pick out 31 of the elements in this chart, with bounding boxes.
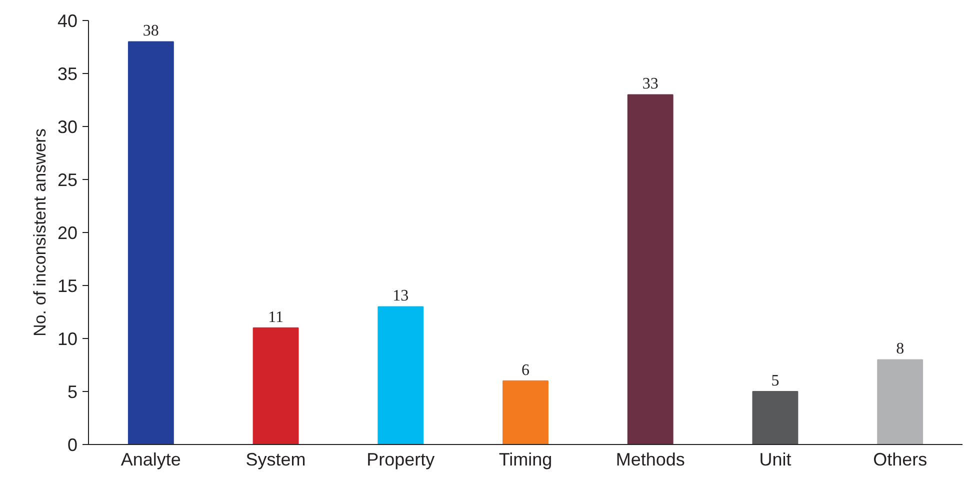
y-tick-label: 35 xyxy=(57,64,78,84)
y-tick-label: 10 xyxy=(57,329,78,349)
y-tick-label: 0 xyxy=(67,435,78,455)
data-label: 38 xyxy=(142,22,159,40)
data-label: 33 xyxy=(642,76,658,93)
y-tick-label: 15 xyxy=(57,276,78,296)
data-label: 8 xyxy=(896,340,904,358)
y-axis-title: No. of inconsistent answers xyxy=(30,128,50,336)
x-tick-label: Methods xyxy=(616,450,685,470)
y-tick-label: 30 xyxy=(57,117,78,137)
bar xyxy=(627,94,674,444)
y-tick-label: 25 xyxy=(57,170,78,190)
bar xyxy=(752,391,798,444)
y-tick-label: 5 xyxy=(67,382,78,402)
x-tick-label: System xyxy=(246,450,306,470)
bar xyxy=(877,359,924,444)
data-label: 6 xyxy=(522,362,530,379)
bar xyxy=(128,41,174,444)
data-label: 13 xyxy=(392,288,409,305)
data-label: 5 xyxy=(771,372,780,390)
x-tick-label: Analyte xyxy=(120,450,181,470)
x-tick-label: Timing xyxy=(498,450,552,470)
bar xyxy=(378,306,424,444)
y-tick-label: 40 xyxy=(57,11,78,31)
x-tick-label: Others xyxy=(873,450,928,470)
x-tick-label: Property xyxy=(366,450,435,470)
bar xyxy=(252,327,299,444)
y-tick-label: 20 xyxy=(57,223,78,243)
bar xyxy=(502,380,548,444)
x-tick-label: Unit xyxy=(759,450,792,470)
data-label: 11 xyxy=(268,308,284,326)
